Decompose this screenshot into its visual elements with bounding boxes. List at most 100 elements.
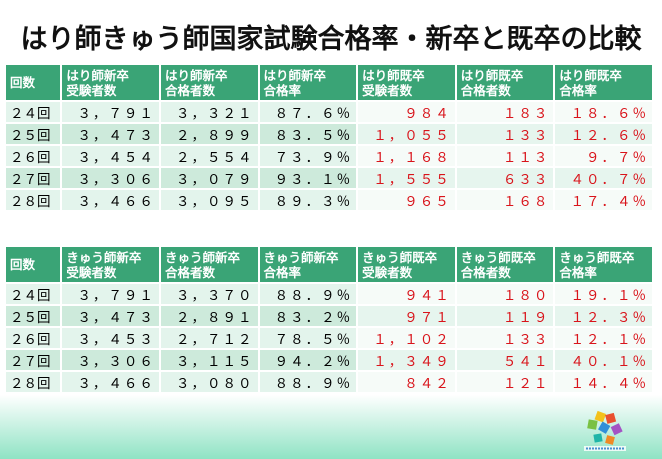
cell-old-rate: １２．６％: [555, 124, 652, 144]
cell-old-passers: １１９: [456, 306, 554, 326]
cell-new-examinees: ３，４６６: [62, 372, 159, 392]
table-row: ２５回 ３，４７３ ２，８９１ ８３．２％ ９７１ １１９ １２．３％: [6, 306, 652, 326]
cell-new-passers: ３，１１５: [160, 350, 258, 370]
kyu-header-row: 回数 きゅう師新卒 受験者数 きゅう師新卒 合格者数 きゅう師新卒 合格率 きゅ…: [6, 247, 652, 282]
header-old-examinees: はり師既卒 受験者数: [358, 65, 455, 100]
cell-round: ２４回: [6, 102, 61, 122]
cell-old-examinees: ９４１: [358, 284, 455, 304]
page-title: はり師きゅう師国家試験合格率・新卒と既卒の比較: [20, 24, 642, 55]
table-row: ２５回 ３，４７３ ２，８９９ ８３．５％ １，０５５ １３３ １２．６％: [6, 124, 652, 144]
cell-old-rate: ４０．７％: [555, 168, 652, 188]
cell-new-passers: ３，０７９: [160, 168, 258, 188]
header-round: 回数: [6, 65, 61, 100]
cell-new-rate: ８８．９％: [259, 372, 357, 392]
cell-new-rate: ８３．２％: [259, 306, 357, 326]
cell-new-examinees: ３，４５４: [62, 146, 159, 166]
cell-new-examinees: ３，４６６: [62, 190, 159, 210]
cell-new-rate: ７３．９％: [259, 146, 357, 166]
header-new-examinees: はり師新卒 受験者数: [62, 65, 159, 100]
cell-old-rate: １２．３％: [555, 306, 652, 326]
cell-old-passers: １１３: [456, 146, 554, 166]
cell-old-examinees: １，５５５: [358, 168, 455, 188]
cell-round: ２７回: [6, 350, 61, 370]
cell-new-passers: ２，５５４: [160, 146, 258, 166]
cell-new-passers: ３，０８０: [160, 372, 258, 392]
cell-round: ２７回: [6, 168, 61, 188]
cell-old-rate: １４．４％: [555, 372, 652, 392]
header-old-rate: はり師既卒 合格率: [555, 65, 652, 100]
cell-old-passers: １８０: [456, 284, 554, 304]
cell-round: ２８回: [6, 190, 61, 210]
cell-old-examinees: ９８４: [358, 102, 455, 122]
table-row: ２４回 ３，７９１ ３，３７０ ８８．９％ ９４１ １８０ １９．１％: [6, 284, 652, 304]
header-old-examinees: きゅう師既卒 受験者数: [358, 247, 455, 282]
cell-new-rate: ８７．６％: [259, 102, 357, 122]
cell-old-examinees: ９６５: [358, 190, 455, 210]
cell-new-examinees: ３，７９１: [62, 284, 159, 304]
table-row: ２６回 ３，４５４ ２，５５４ ７３．９％ １，１６８ １１３ ９．７％: [6, 146, 652, 166]
cell-new-examinees: ３，３０６: [62, 168, 159, 188]
cell-old-rate: ４０．１％: [555, 350, 652, 370]
cell-old-passers: １３３: [456, 328, 554, 348]
cell-old-examinees: １，１０２: [358, 328, 455, 348]
table-row: ２８回 ３，４６６ ３，０９５ ８９．３％ ９６５ １６８ １７．４％: [6, 190, 652, 210]
cell-old-passers: ６３３: [456, 168, 554, 188]
cell-old-passers: １８３: [456, 102, 554, 122]
cell-old-passers: １３３: [456, 124, 554, 144]
cell-new-passers: ３，３２１: [160, 102, 258, 122]
header-new-examinees: きゅう師新卒 受験者数: [62, 247, 159, 282]
header-old-passers: きゅう師既卒 合格者数: [456, 247, 554, 282]
cell-old-rate: １７．４％: [555, 190, 652, 210]
cell-new-passers: ３，３７０: [160, 284, 258, 304]
cell-old-examinees: １，０５５: [358, 124, 455, 144]
cell-old-examinees: １，３４９: [358, 350, 455, 370]
cell-new-rate: ８８．９％: [259, 284, 357, 304]
header-new-rate: きゅう師新卒 合格率: [259, 247, 357, 282]
kyu-table: 回数 きゅう師新卒 受験者数 きゅう師新卒 合格者数 きゅう師新卒 合格率 きゅ…: [4, 245, 654, 394]
cell-old-rate: ９．７％: [555, 146, 652, 166]
cell-old-examinees: ９７１: [358, 306, 455, 326]
cell-new-examinees: ３，４７３: [62, 124, 159, 144]
cell-new-examinees: ３，４７３: [62, 306, 159, 326]
cell-round: ２６回: [6, 146, 61, 166]
cell-round: ２６回: [6, 328, 61, 348]
cell-new-examinees: ３，３０６: [62, 350, 159, 370]
header-new-passers: きゅう師新卒 合格者数: [160, 247, 258, 282]
logo-icon: [584, 410, 626, 451]
cell-round: ２８回: [6, 372, 61, 392]
header-new-rate: はり師新卒 合格率: [259, 65, 357, 100]
cell-old-passers: ５４１: [456, 350, 554, 370]
table-row: ２７回 ３，３０６ ３，１１５ ９４．２％ １，３４９ ５４１ ４０．１％: [6, 350, 652, 370]
cell-new-rate: ８３．５％: [259, 124, 357, 144]
cell-new-passers: ２，７１２: [160, 328, 258, 348]
header-new-passers: はり師新卒 合格者数: [160, 65, 258, 100]
cell-round: ２５回: [6, 306, 61, 326]
cell-new-rate: ９４．２％: [259, 350, 357, 370]
cell-round: ２５回: [6, 124, 61, 144]
cell-new-passers: ３，０９５: [160, 190, 258, 210]
cell-new-passers: ２，８９９: [160, 124, 258, 144]
header-round: 回数: [6, 247, 61, 282]
cell-new-rate: ９３．１％: [259, 168, 357, 188]
cell-round: ２４回: [6, 284, 61, 304]
cell-old-rate: １８．６％: [555, 102, 652, 122]
cell-old-examinees: １，１６８: [358, 146, 455, 166]
cell-new-passers: ２，８９１: [160, 306, 258, 326]
table-row: ２６回 ３，４５３ ２，７１２ ７８．５％ １，１０２ １３３ １２．１％: [6, 328, 652, 348]
table-row: ２４回 ３，７９１ ３，３２１ ８７．６％ ９８４ １８３ １８．６％: [6, 102, 652, 122]
cell-old-examinees: ８４２: [358, 372, 455, 392]
cell-new-examinees: ３，７９１: [62, 102, 159, 122]
cell-new-rate: ８９．３％: [259, 190, 357, 210]
table-row: ２８回 ３，４６６ ３，０８０ ８８．９％ ８４２ １２１ １４．４％: [6, 372, 652, 392]
cell-new-examinees: ３，４５３: [62, 328, 159, 348]
table-row: ２７回 ３，３０６ ３，０７９ ９３．１％ １，５５５ ６３３ ４０．７％: [6, 168, 652, 188]
cell-old-rate: １２．１％: [555, 328, 652, 348]
hari-table: 回数 はり師新卒 受験者数 はり師新卒 合格者数 はり師新卒 合格率 はり師既卒…: [4, 63, 654, 212]
hari-header-row: 回数 はり師新卒 受験者数 はり師新卒 合格者数 はり師新卒 合格率 はり師既卒…: [6, 65, 652, 100]
header-old-rate: きゅう師既卒 合格率: [555, 247, 652, 282]
cell-old-rate: １９．１％: [555, 284, 652, 304]
cell-old-passers: １２１: [456, 372, 554, 392]
cell-new-rate: ７８．５％: [259, 328, 357, 348]
cell-old-passers: １６８: [456, 190, 554, 210]
header-old-passers: はり師既卒 合格者数: [456, 65, 554, 100]
